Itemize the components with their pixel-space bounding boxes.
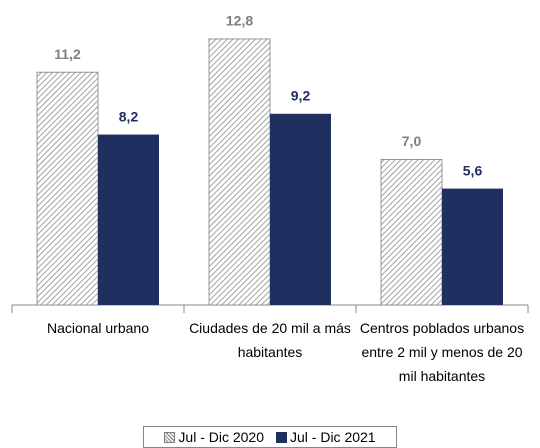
value-label: 11,2 — [54, 46, 81, 62]
x-tick-label: Ciudades de 20 mil a más habitantes — [189, 320, 351, 360]
legend-label: Jul - Dic 2020 — [178, 429, 264, 445]
value-label: 5,6 — [463, 162, 483, 178]
legend-label: Jul - Dic 2021 — [290, 429, 376, 445]
legend: Jul - Dic 2020 Jul - Dic 2021 — [143, 426, 397, 448]
value-label: 7,0 — [402, 133, 422, 149]
bar — [36, 71, 99, 306]
bar — [98, 134, 159, 305]
bar — [380, 159, 443, 306]
bar — [442, 188, 503, 305]
x-tick-label: Nacional urbano — [47, 320, 149, 336]
legend-swatch — [164, 431, 176, 443]
legend-swatch — [276, 431, 287, 443]
bar — [208, 38, 271, 306]
value-label: 8,2 — [119, 108, 139, 124]
value-label: 12,8 — [226, 13, 253, 29]
value-label: 9,2 — [291, 87, 311, 103]
legend-item: Jul - Dic 2021 — [276, 429, 376, 445]
legend-item: Jul - Dic 2020 — [164, 429, 264, 445]
x-tick-label: Centros poblados urbanos entre 2 mil y m… — [359, 320, 525, 384]
bar — [270, 113, 331, 306]
